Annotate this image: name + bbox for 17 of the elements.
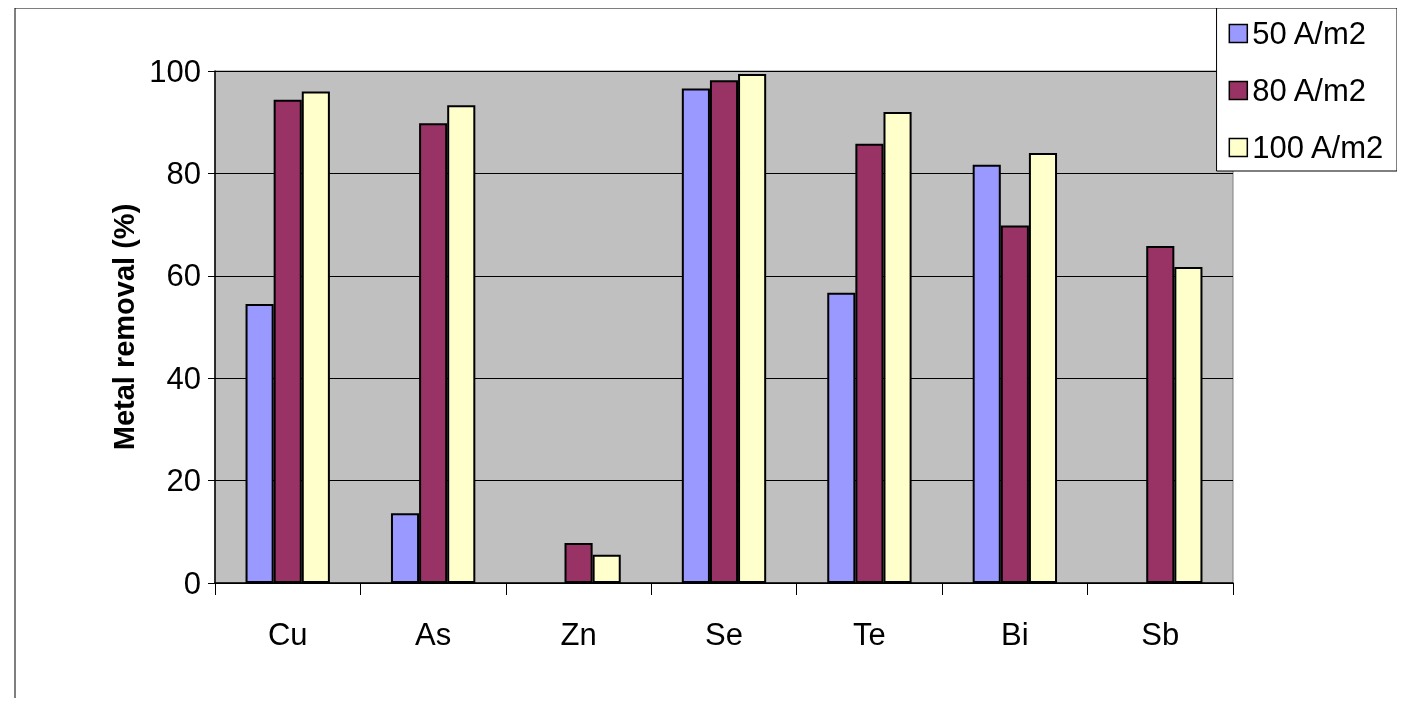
y-tick-label: 80: [166, 155, 201, 191]
x-tick-label: Bi: [1001, 617, 1029, 652]
legend-label: 50 A/m2: [1252, 16, 1367, 51]
x-tick-label: Sb: [1141, 617, 1180, 652]
x-tick-label: Cu: [267, 617, 308, 652]
x-tick-label: Se: [705, 617, 743, 652]
legend-label: 100 A/m2: [1252, 130, 1384, 165]
y-tick-label: 60: [166, 258, 201, 294]
legend-label: 80 A/m2: [1252, 73, 1367, 108]
y-tick-label: 20: [166, 463, 201, 499]
y-axis-title: Metal removal (%): [107, 203, 140, 451]
x-tick-label: As: [415, 617, 452, 652]
x-tick-label: Te: [853, 617, 886, 652]
y-tick-label: 100: [149, 53, 201, 89]
x-tick-label: Zn: [560, 617, 597, 652]
y-tick-label: 40: [166, 360, 201, 396]
y-tick-label: 0: [183, 565, 201, 601]
